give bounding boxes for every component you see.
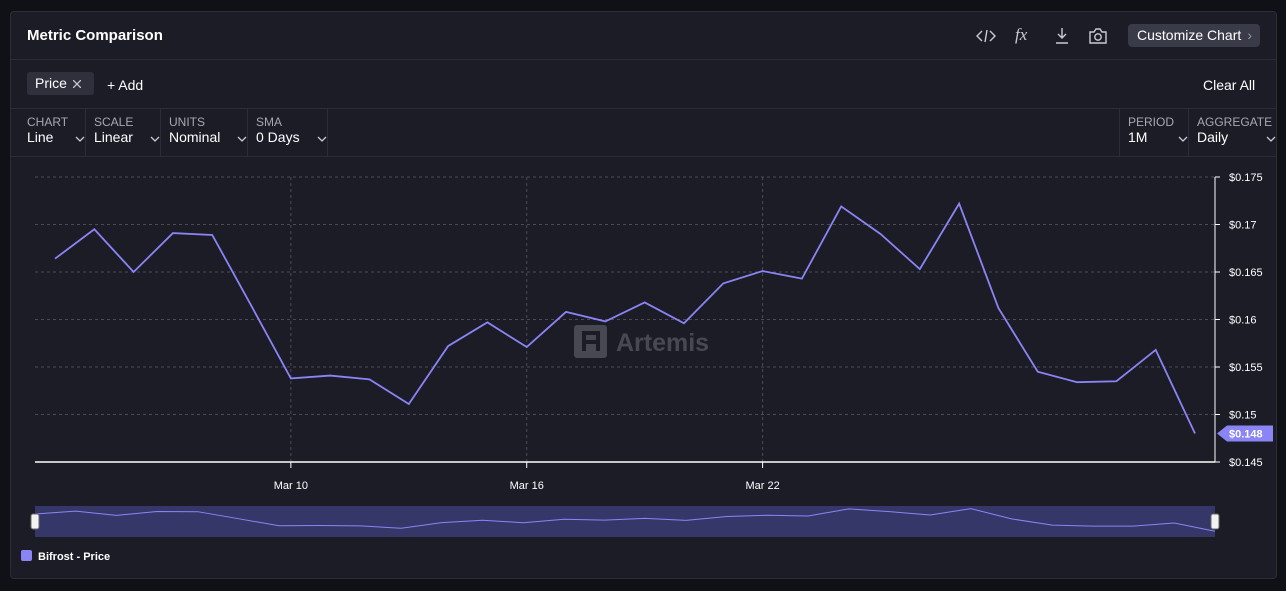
control[interactable]: UNITS Nominal	[169, 115, 247, 145]
control-label: CHART	[27, 115, 69, 129]
download-icon[interactable]	[1054, 27, 1070, 45]
navigator-handle[interactable]	[30, 513, 40, 530]
last-value-label: $0.148	[1229, 429, 1263, 441]
legend-label: Bifrost - Price	[38, 551, 110, 563]
y-tick-label: $0.15	[1229, 410, 1257, 422]
y-tick-label: $0.17	[1229, 220, 1257, 232]
y-tick-label: $0.175	[1229, 172, 1263, 184]
chevron	[150, 136, 160, 142]
divider	[1188, 109, 1189, 156]
watermark-logo-glyph	[582, 331, 600, 351]
chevron	[75, 136, 85, 142]
legend-swatch	[21, 550, 32, 561]
watermark-text: Artemis	[616, 329, 709, 357]
navigator	[35, 506, 1215, 537]
control-value: Linear	[94, 129, 133, 145]
chevron	[317, 136, 327, 142]
control-value: 1M	[1128, 129, 1148, 145]
control[interactable]: AGGREGATE Daily	[1197, 115, 1276, 145]
chevron	[237, 136, 247, 142]
control[interactable]: PERIOD 1M	[1128, 115, 1188, 145]
filter-chip[interactable]: Price	[27, 72, 94, 95]
control-label: PERIOD	[1128, 115, 1175, 129]
last-value-badge	[1217, 425, 1273, 442]
y-tick-label: $0.155	[1229, 362, 1263, 374]
chevron	[1178, 136, 1188, 142]
control-value: Line	[27, 129, 54, 145]
divider	[1119, 109, 1120, 156]
x-tick-label: Mar 16	[510, 480, 544, 492]
clear-all[interactable]: Clear All	[1203, 77, 1256, 93]
control-label: UNITS	[169, 115, 205, 129]
divider	[85, 109, 86, 156]
header-title: Metric Comparison	[27, 27, 163, 44]
control-label: SMA	[256, 115, 283, 129]
divider	[10, 156, 1277, 157]
series-line	[54, 201, 1196, 434]
control-value: 0 Days	[256, 129, 300, 145]
chip-close[interactable]	[73, 80, 81, 88]
add-button[interactable]: + Add	[107, 77, 144, 93]
navigator-handle[interactable]	[1210, 513, 1220, 530]
formula-icon[interactable]: fx	[1015, 25, 1028, 44]
watermark-logo	[574, 325, 607, 358]
chevron	[1266, 136, 1276, 142]
x-tick-label: Mar 22	[745, 480, 779, 492]
control-value: Nominal	[169, 129, 221, 145]
y-tick-label: $0.165	[1229, 267, 1263, 279]
divider	[10, 108, 1277, 109]
divider	[160, 109, 161, 156]
navigator-line	[34, 508, 1216, 532]
watermark: Artemis	[574, 325, 709, 358]
control[interactable]: CHART Line	[27, 115, 85, 145]
control[interactable]: SMA 0 Days	[256, 115, 327, 145]
embed-icon[interactable]	[976, 28, 996, 44]
y-tick-label: $0.145	[1229, 457, 1263, 469]
x-tick-label: Mar 10	[274, 480, 308, 492]
control-value: Daily	[1197, 129, 1229, 145]
customize-button[interactable]: Customize Chart ›	[1128, 24, 1260, 47]
customize-label: Customize Chart	[1137, 27, 1242, 43]
divider	[327, 109, 328, 156]
control-label: SCALE	[94, 115, 134, 129]
chip-label: Price	[35, 75, 67, 91]
control[interactable]: SCALE Linear	[94, 115, 160, 145]
divider	[247, 109, 248, 156]
chevron: ›	[1247, 27, 1252, 43]
panel	[10, 11, 1277, 579]
control-label: AGGREGATE	[1197, 115, 1273, 129]
camera-icon[interactable]	[1088, 27, 1108, 45]
divider	[10, 59, 1277, 60]
y-tick-label: $0.16	[1229, 315, 1257, 327]
